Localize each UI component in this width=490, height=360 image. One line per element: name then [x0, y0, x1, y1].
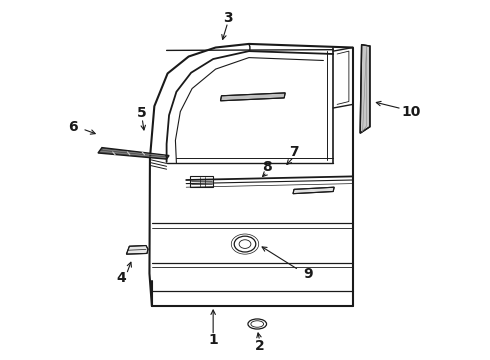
- Polygon shape: [126, 246, 148, 254]
- Text: 4: 4: [117, 271, 126, 285]
- Text: 3: 3: [223, 11, 233, 25]
- Text: 2: 2: [255, 339, 265, 352]
- Polygon shape: [293, 187, 334, 194]
- Text: 7: 7: [289, 145, 299, 159]
- Polygon shape: [220, 93, 285, 101]
- Text: 8: 8: [262, 161, 272, 174]
- Text: 9: 9: [303, 267, 313, 281]
- Text: 10: 10: [402, 105, 421, 118]
- Polygon shape: [360, 45, 370, 133]
- Text: 1: 1: [208, 333, 218, 347]
- Text: 5: 5: [137, 107, 147, 120]
- Polygon shape: [98, 148, 169, 159]
- Text: 6: 6: [68, 120, 77, 134]
